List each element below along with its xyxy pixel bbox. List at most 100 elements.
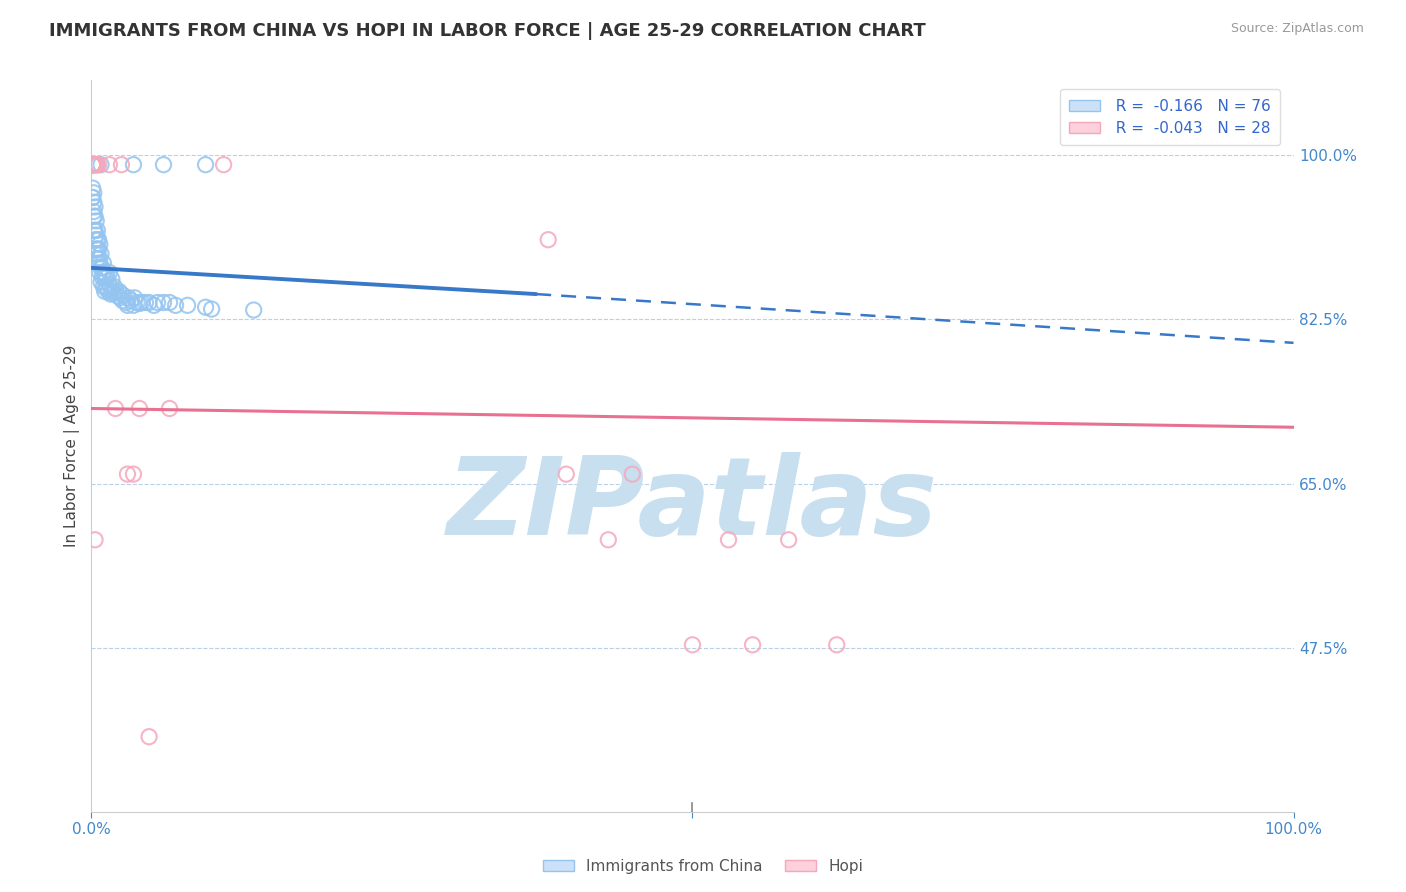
Point xyxy=(101,272,124,286)
Point xyxy=(86,233,108,247)
Point xyxy=(134,295,156,310)
Point xyxy=(86,252,108,266)
Point xyxy=(93,270,115,285)
Point xyxy=(82,158,104,172)
Point xyxy=(741,638,763,652)
Point xyxy=(128,296,150,310)
Point xyxy=(122,298,145,312)
Point xyxy=(89,252,111,266)
Point xyxy=(84,246,107,260)
Point xyxy=(82,158,104,172)
Point xyxy=(104,285,127,299)
Point xyxy=(90,246,112,260)
Point xyxy=(122,467,145,482)
Point xyxy=(83,204,105,219)
Point xyxy=(86,223,108,237)
Point xyxy=(91,260,114,275)
Point xyxy=(96,281,118,295)
Point xyxy=(82,158,104,172)
Point xyxy=(110,287,132,301)
Point xyxy=(122,158,145,172)
Point xyxy=(117,298,139,312)
Point xyxy=(621,467,644,482)
Point xyxy=(717,533,740,547)
Point xyxy=(87,256,110,270)
Point xyxy=(98,266,121,280)
Point xyxy=(84,209,107,223)
Point xyxy=(120,293,142,308)
Point xyxy=(100,287,122,301)
Point xyxy=(93,285,115,299)
Point xyxy=(138,295,160,310)
Point xyxy=(84,158,107,172)
Point xyxy=(93,256,115,270)
Point xyxy=(176,298,198,312)
Point xyxy=(94,268,117,283)
Point xyxy=(165,298,187,312)
Point xyxy=(537,233,560,247)
Point xyxy=(82,190,104,204)
Point xyxy=(89,266,111,280)
Point xyxy=(82,158,104,172)
Legend: Immigrants from China, Hopi: Immigrants from China, Hopi xyxy=(537,853,869,880)
Point xyxy=(108,285,131,299)
Text: Source: ZipAtlas.com: Source: ZipAtlas.com xyxy=(1230,22,1364,36)
Point xyxy=(84,242,107,256)
Point xyxy=(83,223,105,237)
Point xyxy=(101,281,124,295)
Point xyxy=(93,279,115,293)
Point xyxy=(93,266,115,280)
Point xyxy=(825,638,848,652)
Y-axis label: In Labor Force | Age 25-29: In Labor Force | Age 25-29 xyxy=(65,345,80,547)
Point xyxy=(159,401,181,416)
Point xyxy=(104,401,127,416)
Point xyxy=(87,242,110,256)
Point xyxy=(142,298,165,312)
Point xyxy=(83,186,105,200)
Point xyxy=(83,209,105,223)
Point xyxy=(84,223,107,237)
Point xyxy=(555,467,578,482)
Point xyxy=(83,158,105,172)
Point xyxy=(194,158,217,172)
Point xyxy=(82,158,104,172)
Point xyxy=(83,158,105,172)
Point xyxy=(778,533,800,547)
Point xyxy=(82,190,104,204)
Point xyxy=(84,158,107,172)
Point xyxy=(84,233,107,247)
Point xyxy=(98,277,121,292)
Point xyxy=(97,285,120,299)
Point xyxy=(86,246,108,260)
Point xyxy=(82,181,104,195)
Point xyxy=(84,533,107,547)
Point xyxy=(152,295,174,310)
Point xyxy=(84,214,107,228)
Point xyxy=(83,158,105,172)
Point xyxy=(83,195,105,210)
Point xyxy=(90,260,112,275)
Point xyxy=(110,158,132,172)
Point xyxy=(94,279,117,293)
Point xyxy=(159,295,181,310)
Point xyxy=(86,158,108,172)
Point xyxy=(125,295,148,310)
Point xyxy=(131,295,153,310)
Point xyxy=(91,270,114,285)
Point xyxy=(84,227,107,242)
Legend:   R =  -0.166   N = 76,   R =  -0.043   N = 28: R = -0.166 N = 76, R = -0.043 N = 28 xyxy=(1060,89,1279,145)
Point xyxy=(89,237,111,252)
Point xyxy=(194,300,217,314)
Point xyxy=(118,291,141,305)
Point xyxy=(101,286,124,301)
Point xyxy=(96,270,118,285)
Point xyxy=(146,295,169,310)
Point xyxy=(115,295,138,310)
Point xyxy=(111,293,134,308)
Text: ZIPatlas: ZIPatlas xyxy=(447,451,938,558)
Point xyxy=(201,302,224,317)
Text: IMMIGRANTS FROM CHINA VS HOPI IN LABOR FORCE | AGE 25-29 CORRELATION CHART: IMMIGRANTS FROM CHINA VS HOPI IN LABOR F… xyxy=(49,22,927,40)
Point xyxy=(90,158,112,172)
Point xyxy=(90,275,112,289)
Point xyxy=(98,158,121,172)
